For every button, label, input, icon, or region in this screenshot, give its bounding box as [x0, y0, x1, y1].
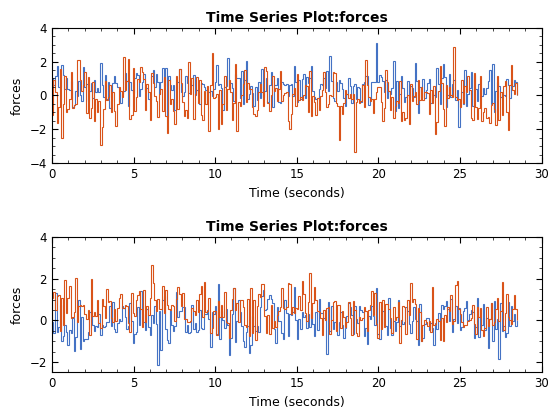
X-axis label: Time (seconds): Time (seconds): [249, 186, 344, 199]
Y-axis label: forces: forces: [11, 286, 24, 324]
Y-axis label: forces: forces: [11, 76, 24, 115]
X-axis label: Time (seconds): Time (seconds): [249, 396, 344, 409]
Title: Time Series Plot:forces: Time Series Plot:forces: [206, 220, 388, 234]
Title: Time Series Plot:forces: Time Series Plot:forces: [206, 11, 388, 25]
